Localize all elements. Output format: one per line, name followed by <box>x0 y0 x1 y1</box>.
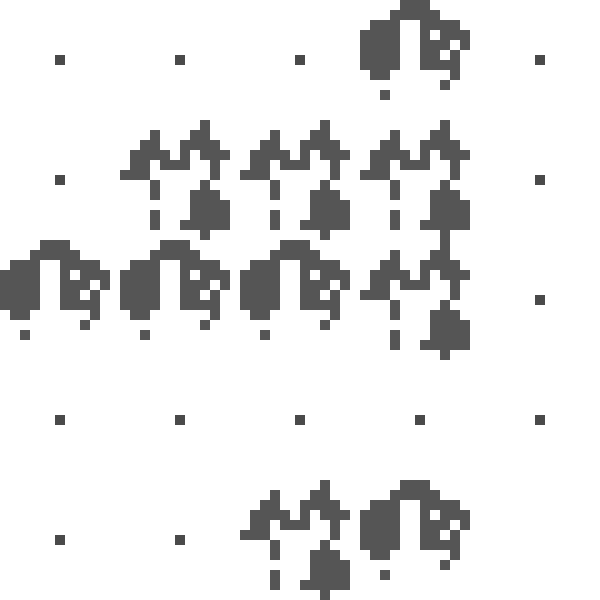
empty-tile-dot <box>55 175 65 185</box>
conifer-forest-icon <box>240 120 350 240</box>
conifer-forest-icon <box>120 120 230 240</box>
grid-cell-r3-c0[interactable] <box>0 360 120 480</box>
empty-tile-dot <box>535 295 545 305</box>
empty-tile-dot <box>175 55 185 65</box>
deciduous-forest-icon <box>360 480 470 580</box>
grid-cell-r2-c3[interactable] <box>360 240 480 360</box>
empty-tile-dot <box>55 55 65 65</box>
grid-cell-r1-c3[interactable] <box>360 120 480 240</box>
grid-cell-r1-c2[interactable] <box>240 120 360 240</box>
empty-tile-dot <box>295 415 305 425</box>
grid-cell-r2-c4[interactable] <box>480 240 600 360</box>
empty-tile-dot <box>535 175 545 185</box>
deciduous-forest-icon <box>0 240 110 340</box>
grid-cell-r4-c1[interactable] <box>120 480 240 600</box>
grid-cell-r1-c4[interactable] <box>480 120 600 240</box>
deciduous-forest-icon <box>240 240 350 340</box>
empty-tile-dot <box>55 415 65 425</box>
grid-cell-r4-c0[interactable] <box>0 480 120 600</box>
grid-cell-r0-c0[interactable] <box>0 0 120 120</box>
empty-tile-dot <box>415 415 425 425</box>
grid-cell-r4-c4[interactable] <box>480 480 600 600</box>
conifer-forest-icon <box>240 480 350 600</box>
empty-tile-dot <box>295 55 305 65</box>
empty-tile-dot <box>175 535 185 545</box>
grid-cell-r0-c2[interactable] <box>240 0 360 120</box>
conifer-forest-icon <box>360 240 470 360</box>
empty-tile-dot <box>175 415 185 425</box>
grid-cell-r4-c3[interactable] <box>360 480 480 600</box>
conifer-forest-icon <box>360 120 470 240</box>
grid-cell-r0-c3[interactable] <box>360 0 480 120</box>
empty-tile-dot <box>535 415 545 425</box>
deciduous-forest-icon <box>120 240 230 340</box>
grid-cell-r1-c1[interactable] <box>120 120 240 240</box>
grid-cell-r2-c1[interactable] <box>120 240 240 360</box>
grid-cell-r2-c2[interactable] <box>240 240 360 360</box>
empty-tile-dot <box>535 55 545 65</box>
deciduous-forest-icon <box>360 0 470 100</box>
grid-cell-r3-c3[interactable] <box>360 360 480 480</box>
empty-tile-dot <box>55 535 65 545</box>
grid-cell-r0-c1[interactable] <box>120 0 240 120</box>
grid-cell-r3-c2[interactable] <box>240 360 360 480</box>
grid-cell-r2-c0[interactable] <box>0 240 120 360</box>
grid-cell-r0-c4[interactable] <box>480 0 600 120</box>
grid-cell-r1-c0[interactable] <box>0 120 120 240</box>
grid-cell-r3-c1[interactable] <box>120 360 240 480</box>
grid-cell-r3-c4[interactable] <box>480 360 600 480</box>
grid-cell-r4-c2[interactable] <box>240 480 360 600</box>
